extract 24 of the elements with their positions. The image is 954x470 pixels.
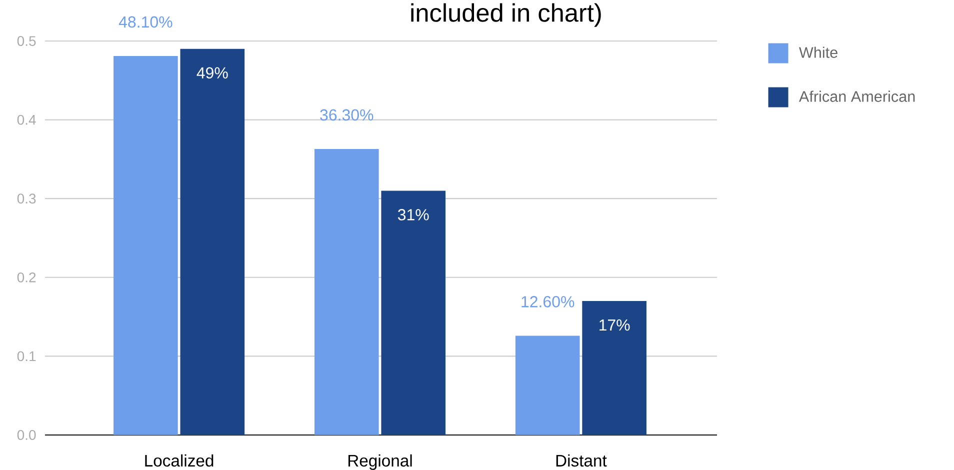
x-tick-label: Regional [348, 454, 412, 470]
bar [114, 56, 178, 435]
data-label: 31% [398, 209, 429, 220]
legend-label: African American [798, 90, 915, 102]
data-label: 12.60% [522, 296, 574, 308]
bar [381, 190, 446, 435]
chart-title: included in chart) [411, 3, 601, 27]
data-label: 17% [600, 319, 630, 331]
y-tick-label: 0.3 [17, 194, 36, 204]
bar [314, 148, 379, 435]
x-tick-label: Distant [556, 454, 607, 467]
y-tick-label: 0.0 [17, 430, 36, 440]
bar [582, 301, 646, 435]
legend-label: White [798, 46, 838, 58]
y-tick-label: 0.4 [17, 114, 36, 125]
data-label: 48.10% [118, 16, 172, 28]
bar [515, 336, 580, 435]
y-tick-label: 0.1 [17, 351, 36, 362]
y-tick-label: 0.2 [17, 272, 36, 282]
data-label: 49% [196, 67, 228, 79]
y-tick-label: 0.5 [17, 36, 36, 46]
x-tick-label: Localized [145, 454, 214, 467]
data-label: 36.30% [320, 109, 374, 121]
bar [180, 48, 245, 435]
